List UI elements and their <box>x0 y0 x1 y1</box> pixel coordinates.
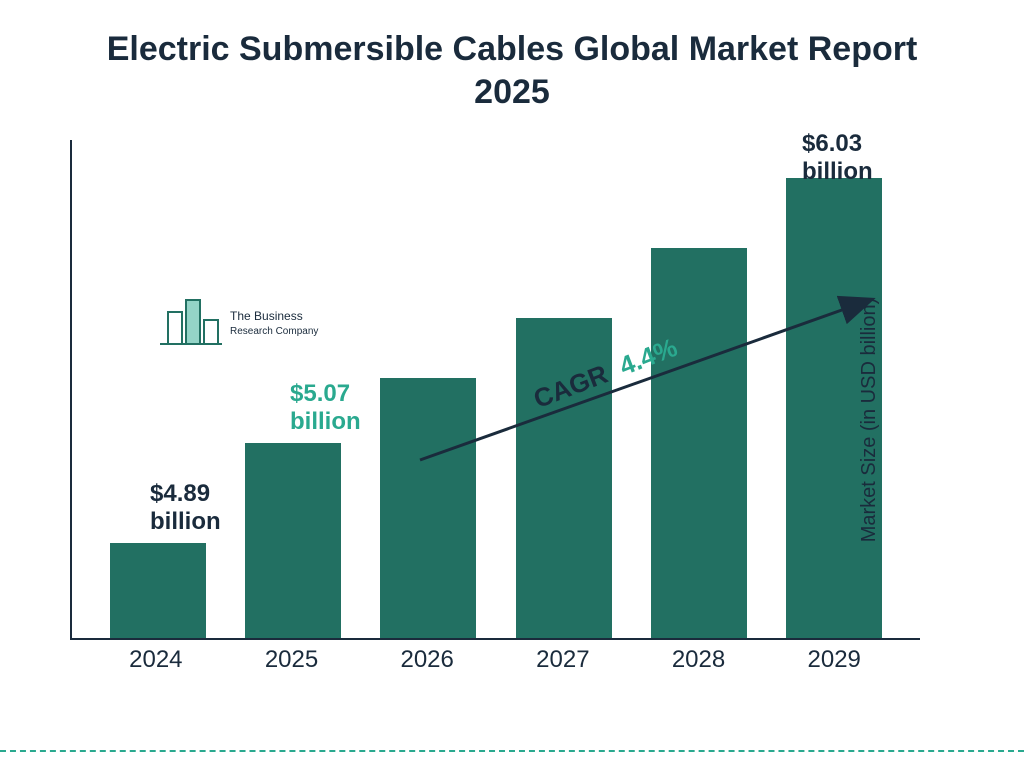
bar-col-2029 <box>767 140 902 638</box>
bars-group <box>72 140 920 638</box>
xlabel-2027: 2027 <box>495 646 631 674</box>
xlabel-2028: 2028 <box>631 646 767 674</box>
chart-title: Electric Submersible Cables Global Marke… <box>0 0 1024 123</box>
y-axis-label: Market Size (in USD billion) <box>858 298 881 543</box>
x-axis-labels: 2024 2025 2026 2027 2028 2029 <box>70 646 920 674</box>
bar-2024 <box>110 543 206 638</box>
bar-2027 <box>516 318 612 638</box>
bar-col-2024 <box>90 140 225 638</box>
value-label-2029: $6.03 billion <box>802 130 920 185</box>
chart-container: The Business Research Company $4.89billi… <box>70 140 950 700</box>
bar-col-2027 <box>496 140 631 638</box>
bar-2028 <box>651 248 747 638</box>
bottom-divider <box>0 750 1024 752</box>
xlabel-2029: 2029 <box>766 646 902 674</box>
bar-2026 <box>380 378 476 638</box>
value-label-2024: $4.89billion <box>150 480 221 535</box>
xlabel-2024: 2024 <box>88 646 224 674</box>
bar-col-2028 <box>631 140 766 638</box>
xlabel-2025: 2025 <box>224 646 360 674</box>
value-label-2025: $5.07billion <box>290 380 361 435</box>
bar-2025 <box>245 443 341 638</box>
plot-area: $4.89billion $5.07billion $6.03 billion <box>70 140 920 640</box>
xlabel-2026: 2026 <box>359 646 495 674</box>
bar-col-2026 <box>361 140 496 638</box>
